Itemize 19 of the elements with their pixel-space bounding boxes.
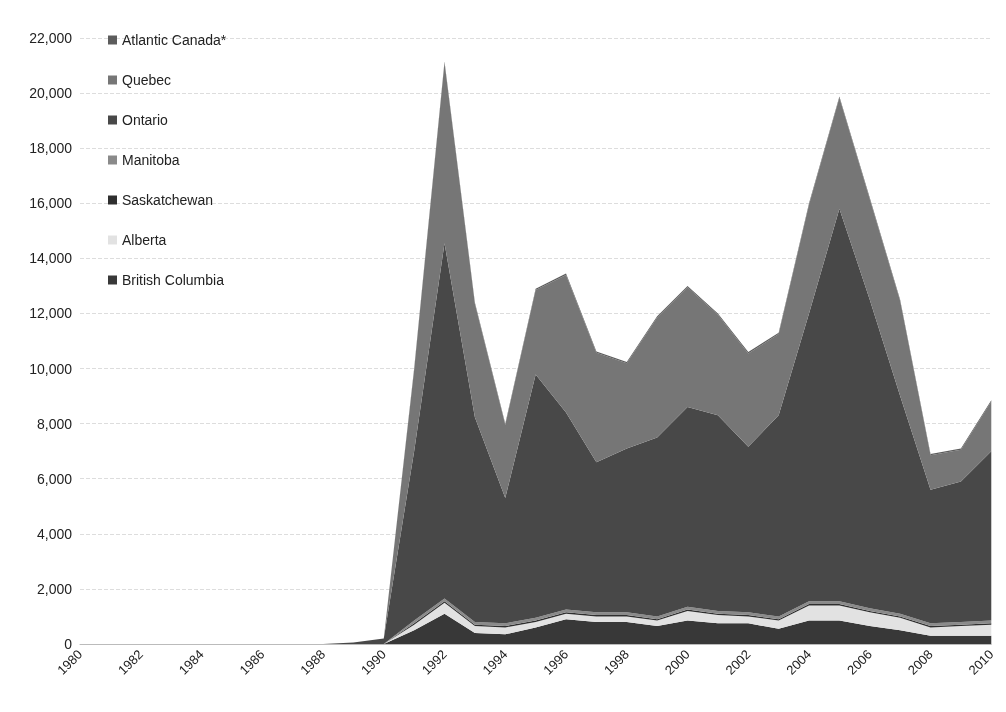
y-tick-label: 22,000 (29, 30, 73, 46)
y-tick-label: 2,000 (36, 580, 73, 597)
legend-label: Manitoba (122, 152, 180, 168)
y-tick-label: 14,000 (29, 250, 73, 267)
y-tick-label: 8,000 (36, 415, 73, 432)
legend-label: Ontario (122, 112, 169, 128)
y-tick-label: 18,000 (29, 140, 73, 157)
y-tick-label: 0 (64, 636, 73, 652)
y-tick-label: 10,000 (29, 360, 73, 377)
legend-label: Quebec (122, 72, 172, 88)
y-tick-label: 20,000 (29, 85, 73, 102)
y-tick-label: 4,000 (36, 525, 73, 542)
y-tick-label: 16,000 (29, 195, 73, 212)
y-tick-label: 6,000 (36, 470, 73, 487)
legend-label: Saskatchewan (122, 192, 214, 208)
y-tick-label: 12,000 (29, 305, 73, 322)
legend-label: British Columbia (122, 272, 225, 288)
legend-label: Alberta (122, 232, 167, 248)
legend-label: Atlantic Canada* (122, 32, 227, 48)
